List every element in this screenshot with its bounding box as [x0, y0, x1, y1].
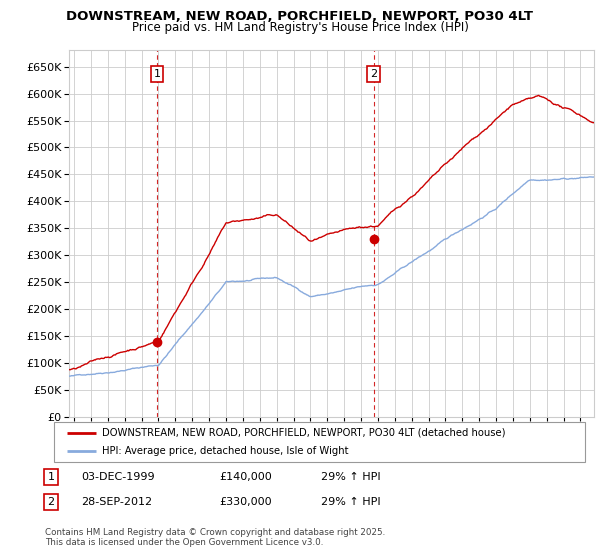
- Text: HPI: Average price, detached house, Isle of Wight: HPI: Average price, detached house, Isle…: [102, 446, 348, 456]
- Text: 29% ↑ HPI: 29% ↑ HPI: [321, 472, 380, 482]
- Text: 1: 1: [47, 472, 55, 482]
- Text: 29% ↑ HPI: 29% ↑ HPI: [321, 497, 380, 507]
- Text: Contains HM Land Registry data © Crown copyright and database right 2025.
This d: Contains HM Land Registry data © Crown c…: [45, 528, 385, 547]
- Text: DOWNSTREAM, NEW ROAD, PORCHFIELD, NEWPORT, PO30 4LT (detached house): DOWNSTREAM, NEW ROAD, PORCHFIELD, NEWPOR…: [102, 428, 505, 437]
- Text: Price paid vs. HM Land Registry's House Price Index (HPI): Price paid vs. HM Land Registry's House …: [131, 21, 469, 34]
- Text: 03-DEC-1999: 03-DEC-1999: [81, 472, 155, 482]
- Text: DOWNSTREAM, NEW ROAD, PORCHFIELD, NEWPORT, PO30 4LT: DOWNSTREAM, NEW ROAD, PORCHFIELD, NEWPOR…: [67, 10, 533, 23]
- FancyBboxPatch shape: [54, 422, 585, 462]
- Text: 1: 1: [154, 69, 161, 80]
- Text: 2: 2: [47, 497, 55, 507]
- Text: 28-SEP-2012: 28-SEP-2012: [81, 497, 152, 507]
- Text: £330,000: £330,000: [219, 497, 272, 507]
- Text: 2: 2: [370, 69, 377, 80]
- Text: £140,000: £140,000: [219, 472, 272, 482]
